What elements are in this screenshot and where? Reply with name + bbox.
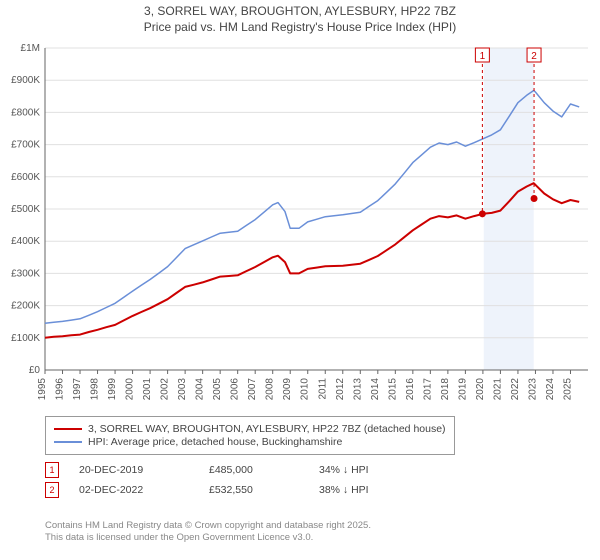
- y-tick-label: £900K: [11, 75, 40, 86]
- x-tick-label: 1996: [55, 378, 66, 401]
- event-price: £532,550: [209, 484, 319, 496]
- x-tick-label: 2009: [282, 378, 293, 401]
- x-tick-label: 2017: [422, 378, 433, 401]
- event-delta: 34% ↓ HPI: [319, 464, 369, 476]
- chart-svg: £0 £100K £200K £300K £400K £500K £600K £700K £80…: [0, 40, 600, 410]
- x-tick-label: 2016: [405, 378, 416, 401]
- title-block: 3, SORREL WAY, BROUGHTON, AYLESBURY, HP2…: [0, 0, 600, 35]
- legend-line: [54, 441, 82, 443]
- x-tick-label: 2001: [142, 378, 153, 401]
- legend-label: 3, SORREL WAY, BROUGHTON, AYLESBURY, HP2…: [88, 423, 446, 435]
- legend-row: 3, SORREL WAY, BROUGHTON, AYLESBURY, HP2…: [54, 423, 446, 435]
- marker-dot: [531, 195, 538, 202]
- footer-block: Contains HM Land Registry data © Crown c…: [45, 520, 371, 544]
- y-tick-label: £400K: [11, 236, 40, 247]
- y-tick-label: £0: [29, 365, 41, 376]
- y-tick-label: £700K: [11, 140, 40, 151]
- legend-box: 3, SORREL WAY, BROUGHTON, AYLESBURY, HP2…: [45, 416, 455, 455]
- x-tick-label: 2005: [212, 378, 223, 401]
- y-tick-label: £500K: [11, 204, 40, 215]
- x-tick-label: 2023: [527, 378, 538, 401]
- x-tick-label: 2008: [265, 378, 276, 401]
- event-marker: 1: [45, 462, 59, 478]
- x-tick-label: 2011: [317, 378, 328, 400]
- marker-label: 2: [531, 51, 537, 62]
- x-tick-label: 2003: [177, 378, 188, 401]
- x-tick-label: 2012: [335, 378, 346, 401]
- x-tick-label: 2020: [475, 378, 486, 401]
- y-tick-label: £600K: [11, 172, 40, 183]
- x-tick-label: 2006: [230, 378, 241, 401]
- x-tick-label: 2004: [195, 378, 206, 401]
- x-tick-label: 2025: [562, 378, 573, 401]
- x-tick-label: 2024: [545, 378, 556, 401]
- y-tick-label: £800K: [11, 107, 40, 118]
- chart-container: 3, SORREL WAY, BROUGHTON, AYLESBURY, HP2…: [0, 0, 600, 560]
- footer-line-2: This data is licensed under the Open Gov…: [45, 532, 371, 544]
- x-tick-label: 1995: [37, 378, 48, 401]
- chart-area: £0 £100K £200K £300K £400K £500K £600K £700K £80…: [0, 40, 600, 410]
- x-tick-label: 2002: [160, 378, 171, 401]
- legend-label: HPI: Average price, detached house, Buck…: [88, 436, 342, 448]
- event-date: 20-DEC-2019: [79, 464, 209, 476]
- event-row: 2 02-DEC-2022£532,55038% ↓ HPI: [45, 482, 369, 498]
- x-tick-label: 2019: [457, 378, 468, 401]
- legend-line: [54, 428, 82, 430]
- x-tick-label: 2021: [492, 378, 503, 401]
- events-block: 1 20-DEC-2019£485,00034% ↓ HPI 2 02-DEC-202…: [45, 462, 369, 502]
- event-marker: 2: [45, 482, 59, 498]
- x-tick-label: 2007: [247, 378, 258, 401]
- marker-dot: [479, 210, 486, 217]
- event-date: 02-DEC-2022: [79, 484, 209, 496]
- y-tick-label: £200K: [11, 301, 40, 312]
- x-tick-label: 2010: [300, 378, 311, 401]
- x-tick-label: 2013: [352, 378, 363, 401]
- y-tick-label: £300K: [11, 268, 40, 279]
- title-line-2: Price paid vs. HM Land Registry's House …: [0, 20, 600, 36]
- x-tick-label: 1999: [107, 378, 118, 401]
- marker-label: 1: [480, 51, 486, 62]
- x-tick-label: 2014: [370, 378, 381, 401]
- x-tick-label: 2022: [510, 378, 521, 401]
- footer-line-1: Contains HM Land Registry data © Crown c…: [45, 520, 371, 532]
- x-tick-label: 2015: [387, 378, 398, 401]
- legend-row: HPI: Average price, detached house, Buck…: [54, 436, 446, 448]
- event-delta: 38% ↓ HPI: [319, 484, 369, 496]
- event-price: £485,000: [209, 464, 319, 476]
- title-line-1: 3, SORREL WAY, BROUGHTON, AYLESBURY, HP2…: [0, 4, 600, 20]
- x-tick-label: 1998: [90, 378, 101, 401]
- y-tick-label: £1M: [21, 43, 40, 54]
- x-tick-label: 1997: [72, 378, 83, 401]
- y-tick-label: £100K: [11, 333, 40, 344]
- event-row: 1 20-DEC-2019£485,00034% ↓ HPI: [45, 462, 369, 478]
- x-tick-label: 2018: [440, 378, 451, 401]
- x-tick-label: 2000: [125, 378, 136, 401]
